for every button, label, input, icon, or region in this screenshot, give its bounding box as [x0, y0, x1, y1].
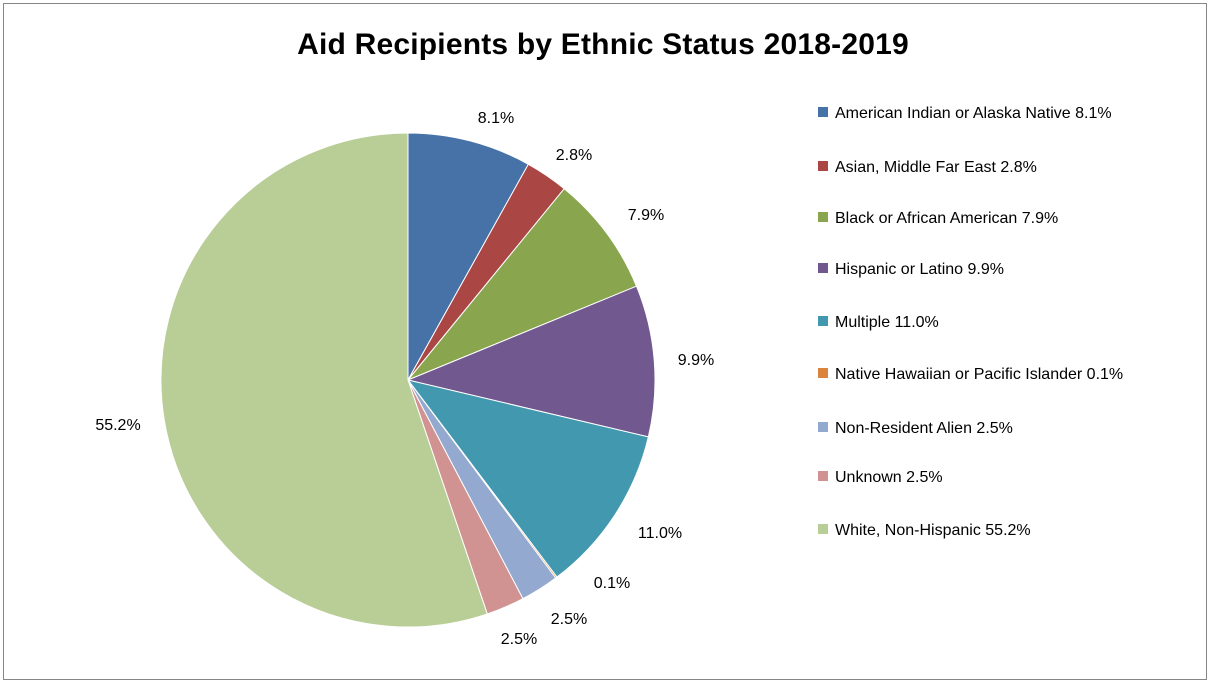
pie-slice-hispanic-or-latino: [406, 285, 656, 438]
legend-label: White, Non-Hispanic 55.2%: [835, 522, 1031, 539]
chart-title: Aid Recipients by Ethnic Status 2018-201…: [297, 28, 909, 61]
data-label: 2.8%: [556, 147, 592, 164]
data-label: 2.5%: [501, 631, 537, 648]
legend-label: Non-Resident Alien 2.5%: [835, 420, 1013, 437]
pie-slice-black-or-african-american: [407, 187, 638, 381]
legend-label: Native Hawaiian or Pacific Islander 0.1%: [835, 366, 1124, 383]
legend-swatch: [818, 422, 828, 432]
data-label: 2.5%: [551, 611, 587, 628]
legend-label: Unknown 2.5%: [835, 469, 943, 486]
data-label: 11.0%: [638, 525, 682, 542]
data-label: 9.9%: [678, 352, 714, 369]
legend-swatch: [818, 107, 828, 117]
legend-label: Asian, Middle Far East 2.8%: [835, 159, 1037, 176]
pie-slice-american-indian-or-alaska-native: [407, 132, 530, 382]
legend-swatch: [818, 524, 828, 534]
legend-label: Black or African American 7.9%: [835, 210, 1059, 227]
pie-slice-multiple: [406, 379, 649, 578]
legend-swatch: [818, 212, 828, 222]
data-label: 8.1%: [478, 110, 514, 127]
legend-label: American Indian or Alaska Native 8.1%: [835, 105, 1112, 122]
legend-swatch: [818, 161, 828, 171]
pie-slice-white-non-hispanic: [160, 132, 488, 628]
pie-slices: [160, 132, 656, 628]
data-label: 55.2%: [95, 417, 140, 434]
legend-swatch: [818, 316, 828, 326]
legend-swatch: [818, 263, 828, 273]
data-label: 7.9%: [628, 207, 664, 224]
legend-label: Hispanic or Latino 9.9%: [835, 261, 1004, 278]
legend-swatch: [818, 368, 828, 378]
data-label: 0.1%: [594, 575, 630, 592]
legend-label: Multiple 11.0%: [835, 314, 939, 331]
pie-data-labels: 8.1% 2.8% 7.9% 9.9% 11.0% 0.1% 2.5% 2.5% 55.2%: [95, 110, 714, 648]
legend-swatch: [818, 471, 828, 481]
